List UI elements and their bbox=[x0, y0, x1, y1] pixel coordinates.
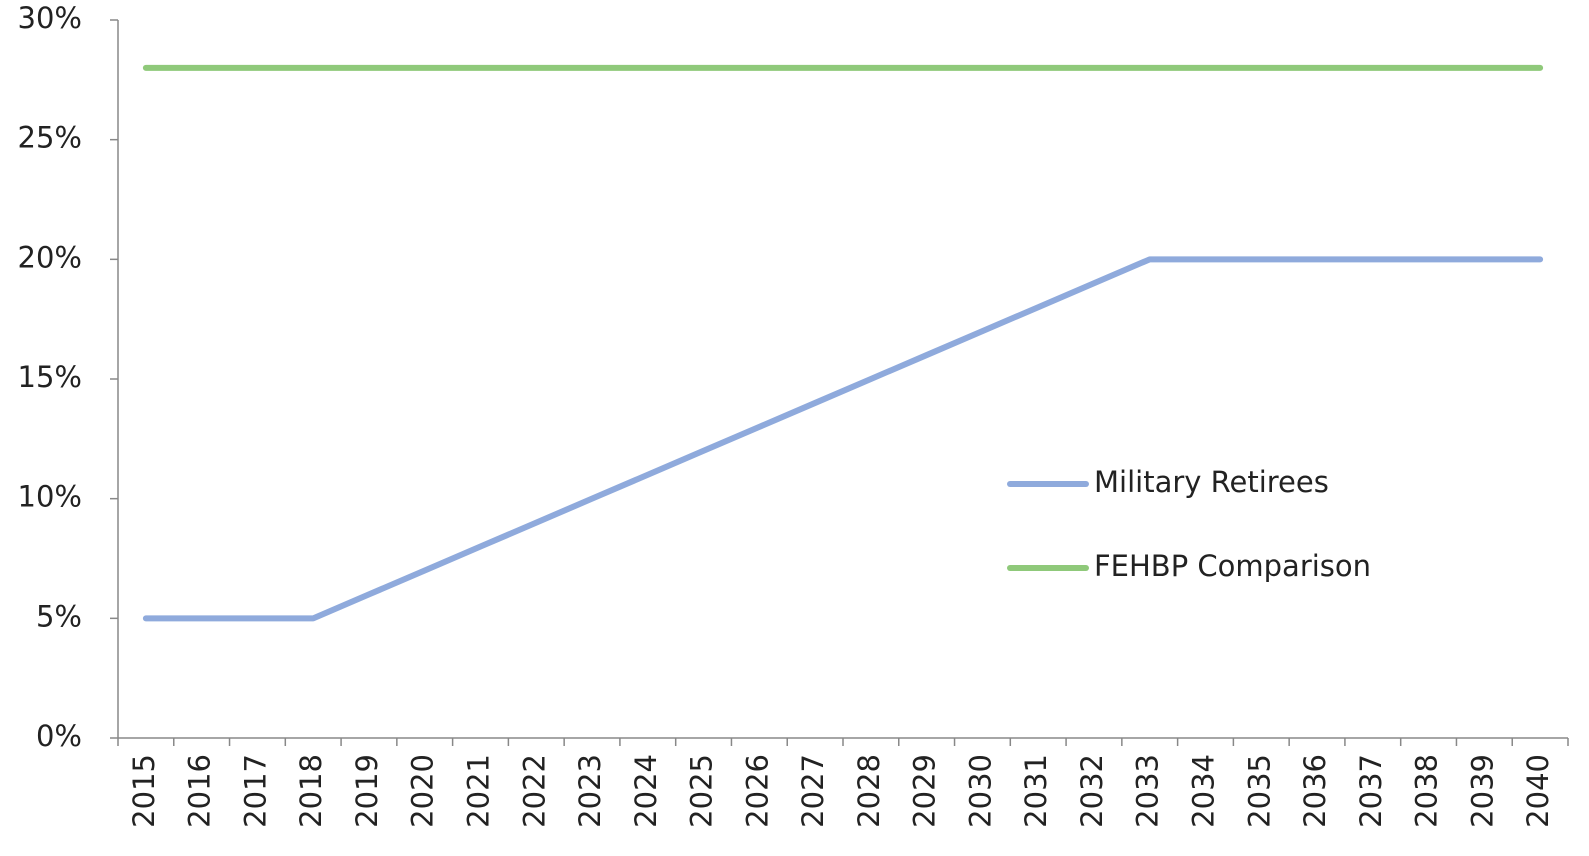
y-tick-label: 25% bbox=[18, 121, 82, 155]
x-tick-label: 2035 bbox=[1242, 754, 1276, 828]
x-tick-label: 2025 bbox=[685, 754, 719, 828]
x-tick-label: 2016 bbox=[183, 754, 217, 828]
y-tick-label: 15% bbox=[18, 360, 82, 394]
x-tick-label: 2026 bbox=[740, 754, 774, 828]
x-tick-label: 2040 bbox=[1521, 754, 1555, 828]
x-tick-label: 2024 bbox=[629, 754, 663, 828]
y-tick-label: 5% bbox=[36, 599, 82, 633]
x-tick-label: 2030 bbox=[963, 754, 997, 828]
legend-label: Military Retirees bbox=[1094, 465, 1329, 499]
x-tick-label: 2019 bbox=[350, 754, 384, 828]
y-tick-label: 10% bbox=[18, 480, 82, 514]
x-tick-label: 2033 bbox=[1131, 754, 1165, 828]
y-tick-label: 20% bbox=[18, 240, 82, 274]
x-tick-label: 2027 bbox=[796, 754, 830, 828]
x-tick-label: 2039 bbox=[1465, 754, 1499, 828]
x-tick-label: 2020 bbox=[406, 754, 440, 828]
x-tick-label: 2022 bbox=[517, 754, 551, 828]
x-tick-label: 2037 bbox=[1354, 754, 1388, 828]
x-tick-label: 2015 bbox=[127, 754, 161, 828]
x-tick-label: 2032 bbox=[1075, 754, 1109, 828]
x-tick-label: 2023 bbox=[573, 754, 607, 828]
legend-label: FEHBP Comparison bbox=[1094, 549, 1371, 583]
x-tick-label: 2038 bbox=[1410, 754, 1444, 828]
y-tick-label: 0% bbox=[36, 719, 82, 753]
x-tick-label: 2036 bbox=[1298, 754, 1332, 828]
x-tick-label: 2029 bbox=[908, 754, 942, 828]
x-tick-label: 2017 bbox=[238, 754, 272, 828]
x-tick-label: 2018 bbox=[294, 754, 328, 828]
x-tick-label: 2028 bbox=[852, 754, 886, 828]
x-tick-label: 2021 bbox=[462, 754, 496, 828]
series-line bbox=[142, 256, 1544, 622]
y-tick-label: 30% bbox=[18, 1, 82, 35]
x-tick-label: 2034 bbox=[1187, 754, 1221, 828]
x-tick-label: 2031 bbox=[1019, 754, 1053, 828]
